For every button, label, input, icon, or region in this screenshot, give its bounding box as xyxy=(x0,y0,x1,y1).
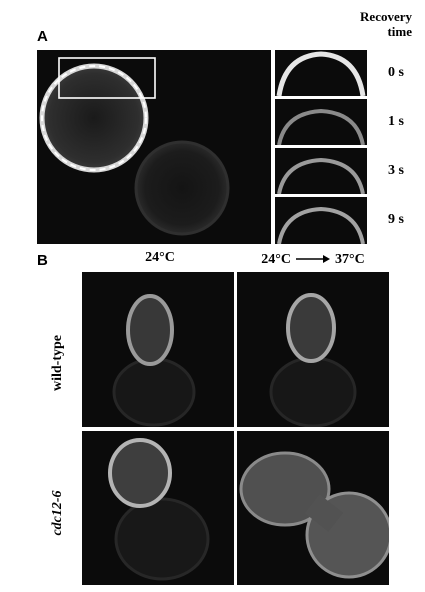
shift-from-temp: 24°C xyxy=(261,252,291,267)
column-header-shift: 24°C 37°C xyxy=(238,250,388,268)
panel-a-label: A xyxy=(37,28,48,45)
time-label-3s: 3 s xyxy=(388,163,404,178)
cdc12-6-37c-micrograph xyxy=(239,451,389,579)
recovery-header-line1: Recovery xyxy=(360,9,412,24)
cdc12-6-24c-micrograph xyxy=(108,438,210,581)
time-label-1s: 1 s xyxy=(388,114,404,129)
arrow-right-icon xyxy=(296,255,330,264)
row-label-wild-type: wild-type xyxy=(50,335,65,391)
recovery-header-line2: time xyxy=(387,24,412,39)
time-label-9s: 9 s xyxy=(388,212,404,227)
panel-b-label: B xyxy=(37,252,48,269)
shift-to-temp: 37°C xyxy=(335,252,365,267)
frap-main-micrograph xyxy=(39,57,230,236)
frap-strip-0s xyxy=(275,50,367,96)
image-cdc12-6-37c xyxy=(237,431,389,585)
frap-strip-3s xyxy=(275,148,367,194)
image-wildtype-37c xyxy=(237,272,389,427)
frap-strip-9s xyxy=(275,197,367,244)
row-label-cdc12-6: cdc12-6 xyxy=(50,490,65,536)
strip-0s-micrograph xyxy=(276,51,366,96)
strip-3s-micrograph xyxy=(277,157,365,194)
time-label-0s: 0 s xyxy=(388,65,404,80)
strip-1s-micrograph xyxy=(277,108,365,145)
frap-main-image xyxy=(37,50,271,244)
image-wildtype-24c xyxy=(82,272,234,427)
frap-strip-1s xyxy=(275,99,367,145)
wildtype-24c-micrograph xyxy=(112,294,196,427)
wildtype-37c-micrograph xyxy=(269,293,357,427)
image-cdc12-6-24c xyxy=(82,431,234,585)
strip-9s-micrograph xyxy=(277,206,365,244)
recovery-time-header: Recovery time xyxy=(340,9,412,39)
column-header-24c: 24°C xyxy=(145,250,175,265)
